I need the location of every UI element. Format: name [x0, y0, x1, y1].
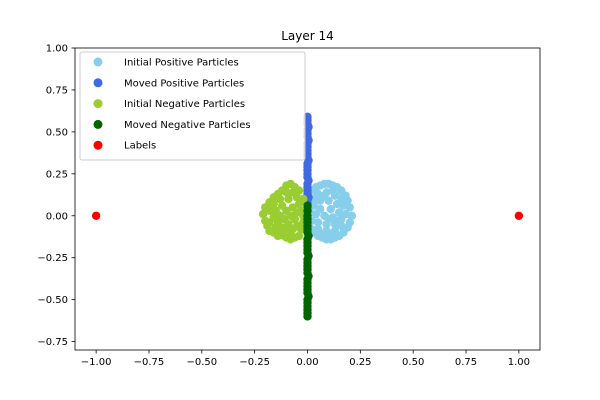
legend-label: Initial Positive Particles [124, 58, 239, 69]
data-point [91, 211, 101, 220]
legend-item: Moved Negative Particles [93, 119, 251, 131]
legend-item: Initial Positive Particles [93, 57, 239, 69]
x-tick-label: 0.50 [402, 357, 424, 368]
data-point [284, 194, 293, 204]
x-tick-label: −0.50 [186, 357, 217, 368]
y-tick-label: 1.00 [46, 44, 68, 55]
data-point [299, 194, 308, 204]
data-point [311, 209, 321, 219]
legend-marker [93, 57, 103, 67]
data-point [326, 230, 335, 239]
legend-marker [93, 140, 103, 150]
legend-item: Labels [93, 140, 156, 152]
data-point [335, 208, 344, 217]
legend-marker [93, 78, 103, 88]
x-axis: −1.00 −0.75 −0.50 −0.25 0.00 0.25 0.50 0.75 1.00 [81, 350, 530, 368]
data-point [265, 206, 274, 215]
data-point [269, 199, 278, 209]
x-tick-label: 1.00 [508, 357, 530, 368]
data-point [286, 230, 295, 239]
data-point [280, 231, 289, 241]
data-point [309, 201, 319, 210]
data-point [328, 186, 338, 195]
x-tick-label: −0.75 [134, 357, 165, 368]
y-tick-label: −0.25 [37, 253, 68, 264]
chart-title: Layer 14 [281, 29, 334, 43]
series-0 [305, 179, 357, 244]
data-point [326, 204, 335, 214]
data-point [332, 216, 342, 226]
data-point [347, 211, 357, 220]
data-point [324, 214, 333, 224]
data-point [294, 186, 304, 195]
data-point [292, 193, 302, 202]
legend-item: Moved Positive Particles [93, 78, 244, 89]
series-3 [303, 201, 313, 321]
y-tick-label: 0.50 [46, 127, 68, 138]
data-point [339, 191, 348, 200]
data-point [290, 214, 300, 224]
y-axis: −0.75 −0.50 −0.25 0.00 0.25 0.50 0.75 1.00 [37, 44, 75, 348]
series-2 [258, 179, 308, 244]
y-tick-label: 0.25 [46, 169, 68, 180]
legend-label: Moved Positive Particles [124, 78, 244, 89]
y-tick-label: −0.75 [37, 337, 68, 348]
data-point [345, 203, 354, 212]
x-tick-label: 0.00 [296, 357, 318, 368]
data-point [275, 194, 285, 204]
x-tick-label: 0.75 [455, 357, 477, 368]
data-point [313, 218, 323, 227]
points-layer [91, 112, 524, 321]
legend-item: Initial Negative Particles [93, 99, 245, 110]
legend-box [79, 51, 306, 161]
data-point [320, 191, 329, 200]
y-tick-label: −0.50 [37, 295, 68, 306]
legend-marker [93, 99, 103, 109]
data-point [265, 218, 274, 227]
y-tick-label: 0.75 [46, 85, 68, 96]
data-point [294, 231, 304, 241]
data-point [332, 199, 342, 209]
x-tick-label: −0.25 [239, 357, 270, 368]
legend: Initial Positive Particles Moved Positive… [79, 51, 306, 161]
x-tick-label: 0.25 [349, 357, 371, 368]
data-point [282, 188, 291, 197]
data-point [258, 209, 268, 219]
legend-marker [93, 119, 103, 129]
legend-label: Labels [124, 141, 156, 152]
legend-label: Moved Negative Particles [124, 120, 251, 131]
legend-label: Initial Negative Particles [124, 99, 245, 110]
y-tick-label: 0.00 [46, 211, 68, 222]
series-4 [91, 211, 524, 220]
data-point [303, 312, 312, 321]
x-tick-label: −1.00 [81, 357, 112, 368]
data-point [514, 211, 524, 220]
data-point [318, 230, 327, 239]
data-point [339, 201, 348, 210]
